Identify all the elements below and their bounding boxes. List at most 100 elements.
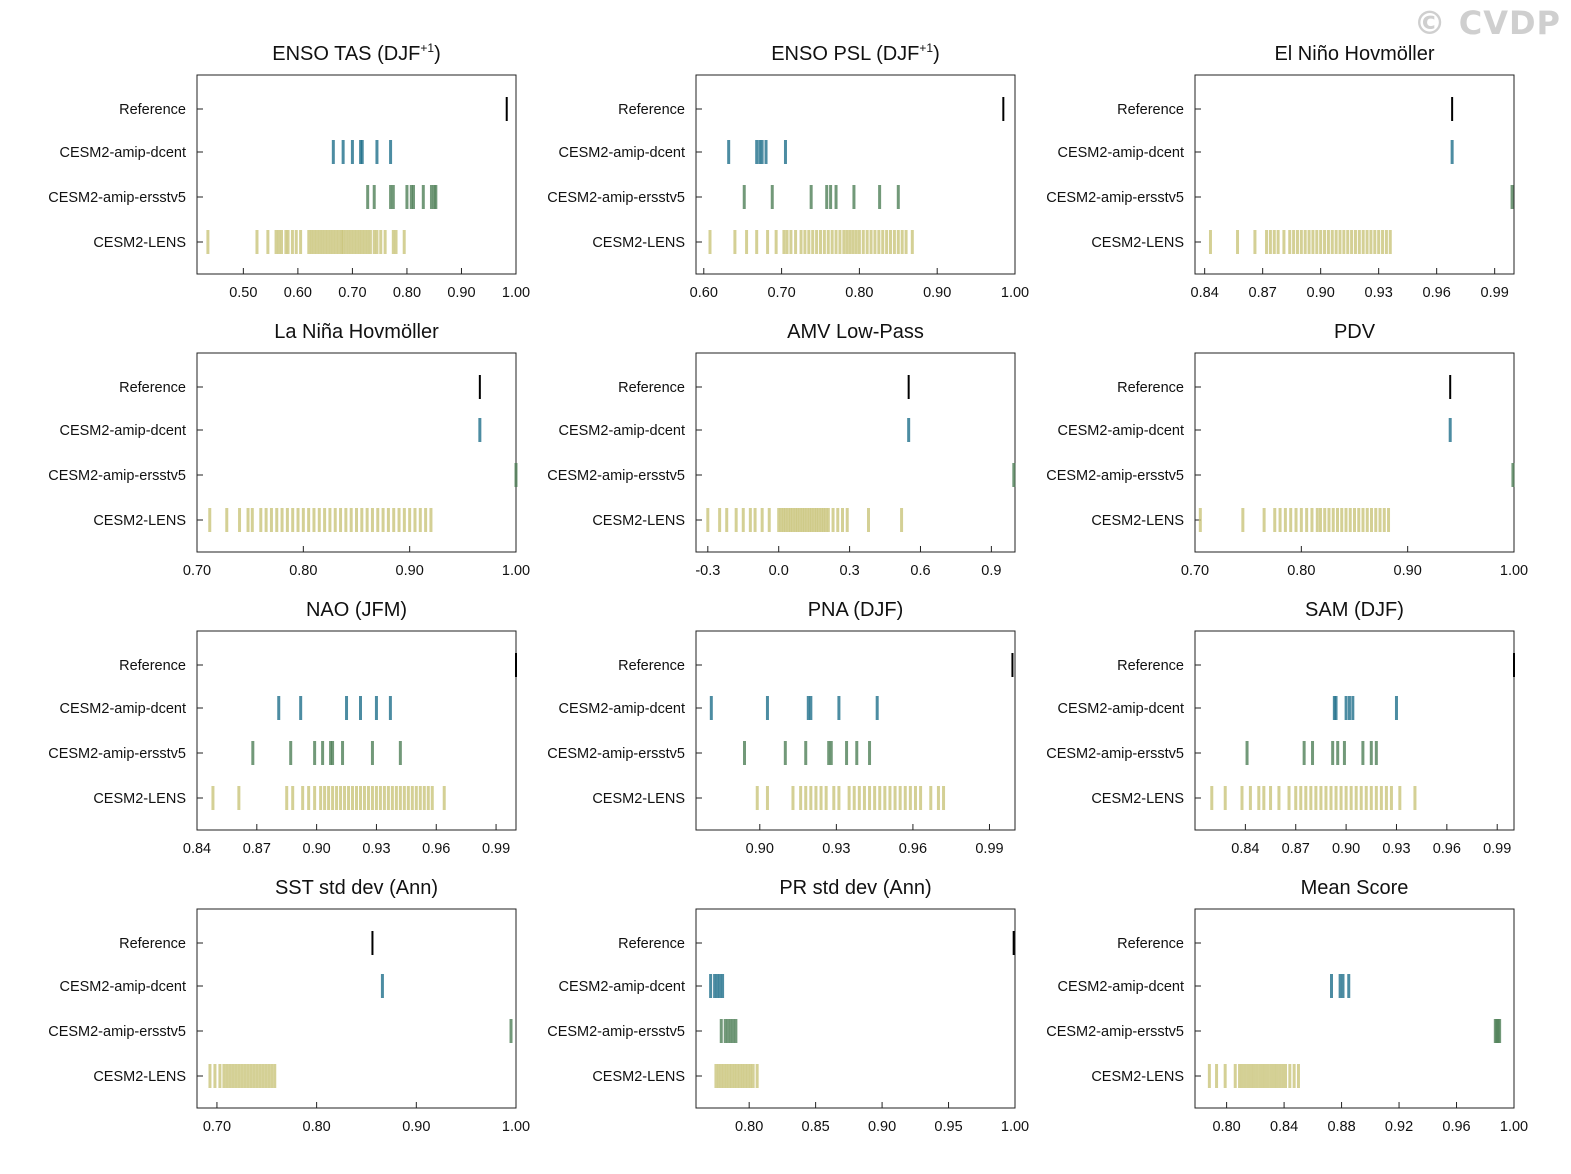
x-tick-label: 0.3 xyxy=(840,563,860,579)
row-label: CESM2-LENS xyxy=(93,791,186,807)
panel-title: La Niña Hovmöller xyxy=(274,321,439,343)
x-tick-label: 0.80 xyxy=(1287,563,1315,579)
panel-title: Mean Score xyxy=(1301,877,1409,899)
panel-title: ENSO TAS (DJF+1) xyxy=(272,41,441,65)
panel-el-ni-o-hovm-ller: El Niño Hovmöller Reference CESM2-amip-dce… xyxy=(1046,43,1515,301)
row-label: CESM2-amip-ersstv5 xyxy=(1046,1024,1184,1040)
x-tick-label: 0.99 xyxy=(975,841,1003,857)
row-label: Reference xyxy=(1117,658,1184,674)
row-label: CESM2-LENS xyxy=(1091,513,1184,529)
x-tick-label: 0.85 xyxy=(802,1119,830,1135)
row-label: CESM2-LENS xyxy=(592,513,685,529)
x-tick-label: 0.70 xyxy=(1181,563,1209,579)
x-tick-label: 0.84 xyxy=(1270,1119,1298,1135)
row-label: Reference xyxy=(618,380,685,396)
row-label: CESM2-LENS xyxy=(1091,791,1184,807)
row-label: CESM2-amip-ersstv5 xyxy=(48,468,186,484)
x-tick-label: 0.96 xyxy=(422,841,450,857)
x-tick-label: 0.99 xyxy=(1481,285,1509,301)
x-tick-label: 0.96 xyxy=(1423,285,1451,301)
x-tick-label: 0.90 xyxy=(923,285,951,301)
row-label: CESM2-amip-dcent xyxy=(59,145,186,161)
panel-title: El Niño Hovmöller xyxy=(1274,43,1434,65)
row-label: CESM2-amip-ersstv5 xyxy=(48,746,186,762)
x-tick-label: 0.93 xyxy=(1382,841,1410,857)
row-label: CESM2-LENS xyxy=(592,1069,685,1085)
row-label: CESM2-amip-ersstv5 xyxy=(547,746,685,762)
panel-amv-low-pass: AMV Low-Pass Reference CESM2-amip-dcent CES… xyxy=(547,321,1016,579)
row-label: CESM2-amip-ersstv5 xyxy=(48,190,186,206)
x-tick-label: 0.80 xyxy=(289,563,317,579)
x-tick-label: 0.90 xyxy=(1332,841,1360,857)
row-label: CESM2-amip-dcent xyxy=(558,145,685,161)
plot-frame xyxy=(1194,352,1515,553)
plot-frame xyxy=(695,74,1016,275)
x-tick-label: 0.90 xyxy=(1307,285,1335,301)
x-tick-label: 0.80 xyxy=(303,1119,331,1135)
x-tick-label: 0.92 xyxy=(1385,1119,1413,1135)
plot-frame xyxy=(1194,908,1515,1109)
x-tick-label: 0.0 xyxy=(769,563,789,579)
plot-frame xyxy=(695,630,1016,831)
row-label: Reference xyxy=(618,936,685,952)
panel-enso-psl-djf: ENSO PSL (DJF+1) Reference CESM2-amip-dcen… xyxy=(547,41,1029,301)
panel-title: SAM (DJF) xyxy=(1305,599,1404,621)
panel-title: NAO (JFM) xyxy=(306,599,407,621)
plot-frame xyxy=(695,908,1016,1109)
panel-la-ni-a-hovm-ller: La Niña Hovmöller Reference CESM2-amip-dce… xyxy=(48,321,530,579)
x-tick-label: 0.84 xyxy=(183,841,211,857)
x-tick-label: 0.90 xyxy=(447,285,475,301)
panel-enso-tas-djf: ENSO TAS (DJF+1) Reference CESM2-amip-dcen… xyxy=(48,41,530,301)
plot-frame xyxy=(1194,630,1515,831)
x-tick-label: 0.70 xyxy=(203,1119,231,1135)
row-label: CESM2-LENS xyxy=(93,235,186,251)
x-tick-label: 0.93 xyxy=(822,841,850,857)
plot-frame xyxy=(196,630,517,831)
x-tick-label: 0.88 xyxy=(1327,1119,1355,1135)
x-tick-label: 1.00 xyxy=(1001,1119,1029,1135)
row-label: Reference xyxy=(119,658,186,674)
row-label: CESM2-amip-dcent xyxy=(1057,979,1184,995)
x-tick-label: 0.84 xyxy=(1191,285,1219,301)
row-label: Reference xyxy=(1117,380,1184,396)
plot-frame xyxy=(196,908,517,1109)
x-tick-label: 0.70 xyxy=(338,285,366,301)
x-tick-label: 0.80 xyxy=(845,285,873,301)
x-tick-label: 0.90 xyxy=(396,563,424,579)
panel-title: SST std dev (Ann) xyxy=(275,877,438,899)
panel-title: AMV Low-Pass xyxy=(787,321,924,343)
x-tick-label: 0.9 xyxy=(981,563,1001,579)
x-tick-label: 1.00 xyxy=(502,285,530,301)
x-tick-label: 0.84 xyxy=(1231,841,1259,857)
x-tick-label: 0.96 xyxy=(1442,1119,1470,1135)
row-label: Reference xyxy=(119,936,186,952)
row-label: CESM2-LENS xyxy=(93,1069,186,1085)
x-tick-label: 0.99 xyxy=(1483,841,1511,857)
panel-title: PNA (DJF) xyxy=(808,599,904,621)
x-tick-label: 0.87 xyxy=(1282,841,1310,857)
plot-frame xyxy=(695,352,1016,553)
panel-title: PR std dev (Ann) xyxy=(779,877,931,899)
row-label: CESM2-amip-ersstv5 xyxy=(1046,190,1184,206)
x-tick-label: 1.00 xyxy=(1500,563,1528,579)
x-tick-label: 0.95 xyxy=(934,1119,962,1135)
x-tick-label: 0.70 xyxy=(183,563,211,579)
cvdp-watermark: © CVDP xyxy=(1413,4,1561,42)
x-tick-label: 0.90 xyxy=(868,1119,896,1135)
x-tick-label: 0.80 xyxy=(735,1119,763,1135)
row-label: CESM2-LENS xyxy=(93,513,186,529)
panel-title: ENSO PSL (DJF+1) xyxy=(771,41,940,65)
row-label: Reference xyxy=(1117,936,1184,952)
row-label: CESM2-amip-dcent xyxy=(59,979,186,995)
plot-frame xyxy=(196,74,517,275)
x-tick-label: 0.99 xyxy=(482,841,510,857)
row-label: CESM2-amip-ersstv5 xyxy=(1046,746,1184,762)
row-label: CESM2-LENS xyxy=(592,791,685,807)
x-tick-label: 0.90 xyxy=(303,841,331,857)
x-tick-label: 0.93 xyxy=(362,841,390,857)
plot-frame xyxy=(1194,74,1515,275)
x-tick-label: 0.50 xyxy=(229,285,257,301)
row-label: CESM2-LENS xyxy=(1091,235,1184,251)
row-label: CESM2-amip-ersstv5 xyxy=(547,190,685,206)
x-tick-label: 0.80 xyxy=(1212,1119,1240,1135)
